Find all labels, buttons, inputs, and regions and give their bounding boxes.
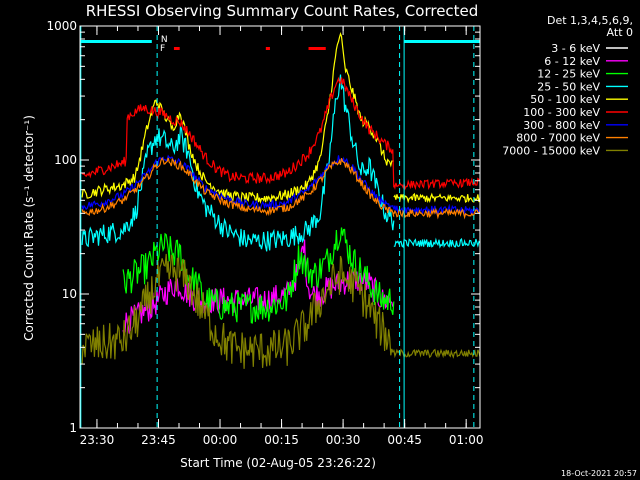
legend-label: 7000 - 15000 keV [502,144,600,157]
y-tick-label: 100 [54,153,77,167]
legend-label: 800 - 7000 keV [516,132,600,145]
series-line-3-6kev [81,286,399,429]
post-attenuator-line-0 [393,177,481,191]
axes-layer: 1 10 100 1000 23:30 23:45 00:00 00:15 00:30 00:45… [46,19,483,447]
legend-label: 100 - 300 keV [523,106,600,119]
flare-mark-1 [265,47,270,50]
series-line-25-50kev [81,74,395,252]
plot-frame [79,25,481,429]
x-tick-label: 00:45 [387,433,422,447]
x-tick-label: 00:15 [264,433,299,447]
x-tick-label: 00:30 [326,433,361,447]
legend-label: 3 - 6 keV [551,42,600,55]
x-tick-label: 01:00 [449,433,484,447]
data-layer: NF [80,26,481,429]
x-tick-label: 23:45 [141,433,176,447]
series-line-50-100kev [81,31,394,204]
night-bar-1 [404,40,480,43]
night-marker-label: N [161,35,168,45]
legend-header-line: Att 0 [607,26,633,39]
series-line-12-25kev [122,227,395,324]
legend-header-line: Det 1,3,4,5,6,9, [547,14,633,27]
legend-label: 25 - 50 keV [537,80,600,93]
legend-label: 50 - 100 keV [530,93,600,106]
x-axis-label: Start Time (02-Aug-05 23:26:22) [180,456,376,470]
flare-mark-2 [308,47,326,50]
flare-mark-0 [173,47,180,50]
series-line-7000-15000kev [81,253,395,369]
y-tick-label: 10 [62,287,77,301]
post-attenuator-line-3 [393,207,481,220]
post-attenuator-line-5 [393,348,481,359]
post-attenuator-line-2 [393,203,481,216]
series-line-800-7000kev [81,156,395,217]
generation-timestamp: 18-Oct-2021 20:57 [561,469,637,478]
night-bar-0 [80,40,152,43]
chart-title: RHESSI Observing Summary Count Rates, Co… [86,2,479,20]
x-tick-label: 23:30 [80,433,115,447]
legend-label: 6 - 12 keV [544,55,600,68]
legend-label: 300 - 800 keV [523,119,600,132]
legend-label: 12 - 25 keV [537,68,600,81]
flare-marker-label: F [160,44,165,54]
x-tick-label: 00:00 [203,433,238,447]
post-attenuator-line-4 [393,237,481,249]
y-tick-label: 1 [69,421,77,435]
post-attenuator-line-1 [393,192,481,204]
y-axis-label: Corrected Count Rate (s⁻¹ detector⁻¹) [22,115,36,341]
series-line-100-300kev [81,76,395,188]
y-tick-label: 1000 [46,19,77,33]
